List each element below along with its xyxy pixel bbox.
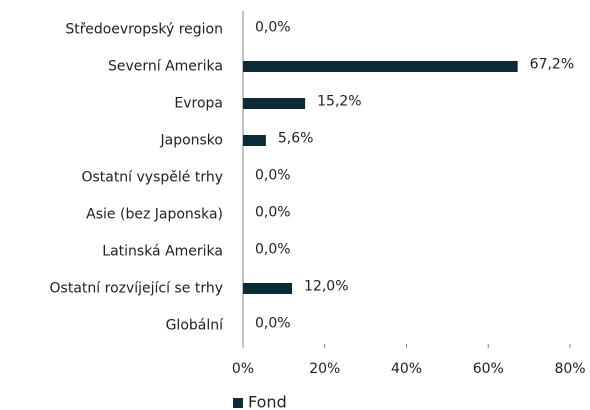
x-tick-label: 60% bbox=[473, 361, 504, 377]
bar bbox=[243, 283, 293, 294]
y-tick-label: Středoevropský region bbox=[65, 22, 223, 38]
y-tick-label: Evropa bbox=[174, 96, 223, 112]
y-tick-label: Japonsko bbox=[159, 133, 223, 149]
x-tick-label: 40% bbox=[391, 361, 422, 377]
x-tick-label: 80% bbox=[554, 361, 585, 377]
y-tick-label: Ostatní vyspělé trhy bbox=[81, 170, 223, 186]
value-label: 0,0% bbox=[255, 316, 291, 332]
bar bbox=[243, 98, 306, 109]
bar bbox=[243, 61, 518, 72]
legend-label: Fond bbox=[248, 393, 287, 410]
value-label: 15,2% bbox=[317, 94, 361, 110]
legend-swatch bbox=[233, 398, 243, 408]
value-label: 0,0% bbox=[255, 242, 291, 258]
value-label: 0,0% bbox=[255, 20, 291, 36]
x-tick-label: 0% bbox=[232, 361, 254, 377]
y-tick-label: Severní Amerika bbox=[108, 59, 223, 75]
value-label: 5,6% bbox=[278, 131, 314, 147]
y-tick-label: Ostatní rozvíjející se trhy bbox=[50, 281, 223, 297]
value-label: 0,0% bbox=[255, 168, 291, 184]
y-tick-label: Asie (bez Japonska) bbox=[86, 207, 223, 223]
value-label: 12,0% bbox=[304, 279, 348, 295]
value-label: 67,2% bbox=[530, 57, 574, 73]
y-tick-label: Globální bbox=[166, 318, 225, 334]
y-tick-label: Latinská Amerika bbox=[102, 244, 223, 260]
x-tick-label: 20% bbox=[309, 361, 340, 377]
bar bbox=[243, 135, 266, 146]
value-label: 0,0% bbox=[255, 205, 291, 221]
